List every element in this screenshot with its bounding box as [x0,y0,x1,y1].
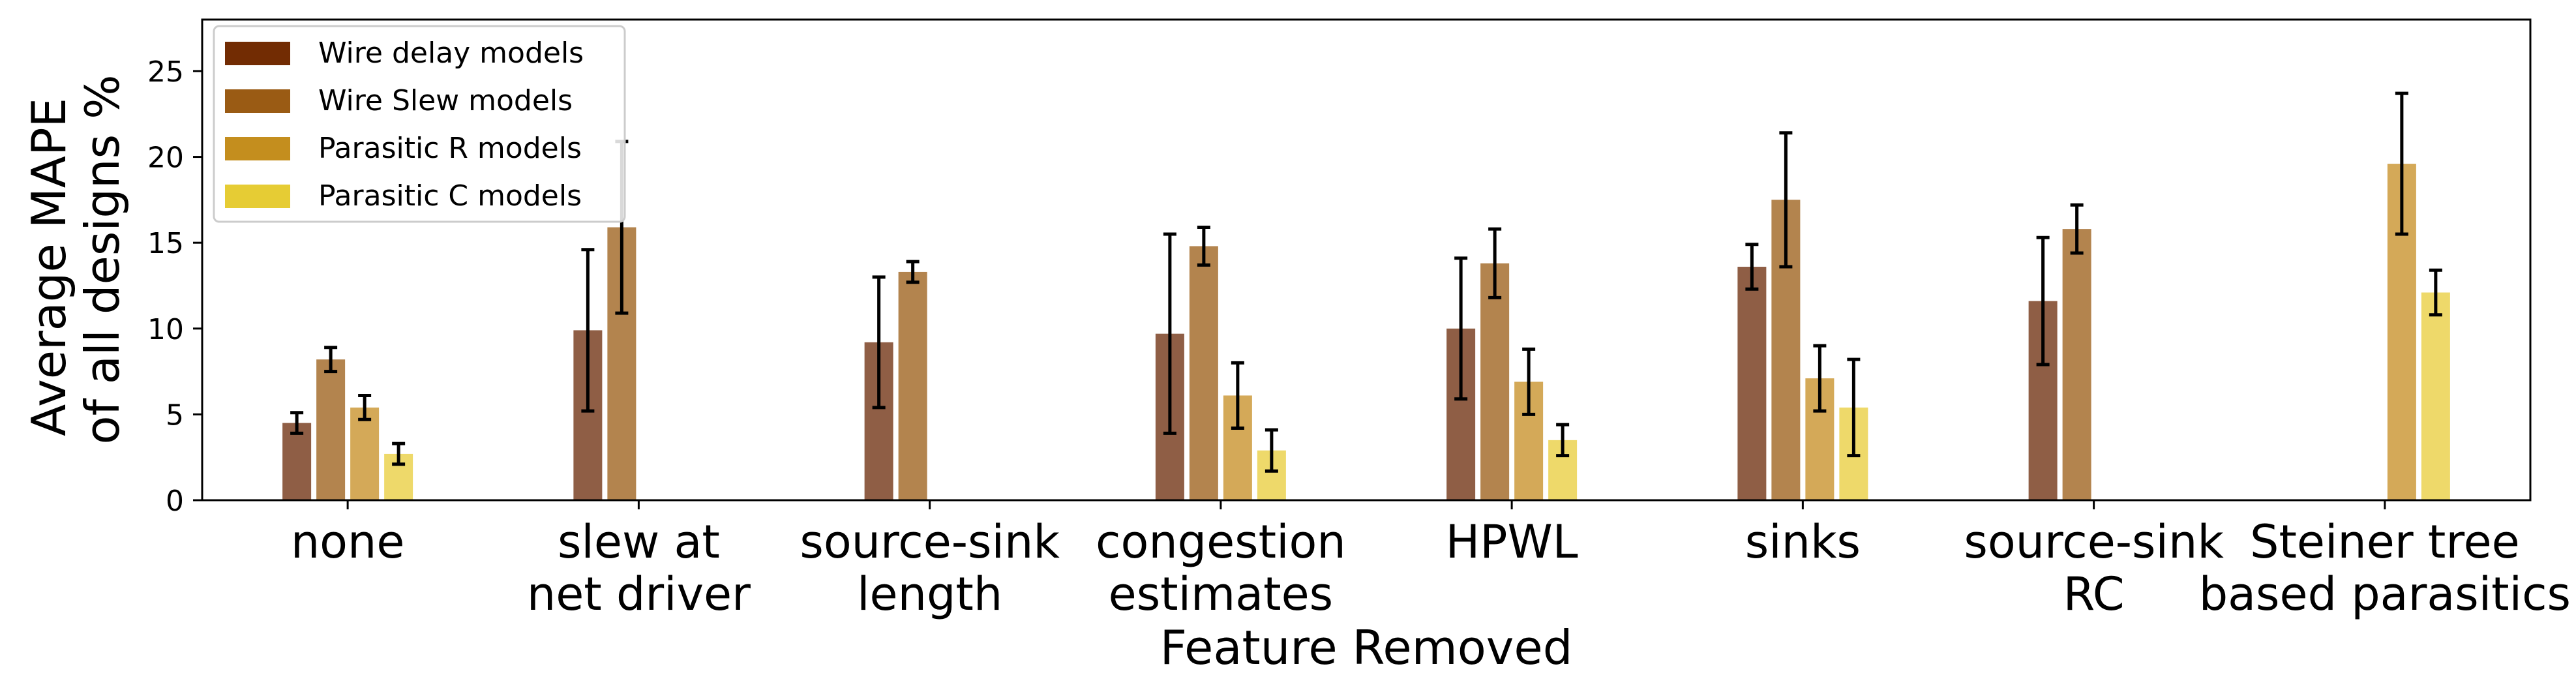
plot-frame [201,18,2532,502]
y-tick-label: 15 [147,227,184,260]
y-axis-label-line-2: of all designs % [75,75,130,445]
y-tick-label: 0 [166,485,184,518]
y-axis-label-line-1: Average MAPE [22,98,76,436]
x-tick-label-line: length [857,567,1002,621]
x-tick-label-line: sinks [1745,515,1861,569]
x-tick-label-line: source-sink [800,515,1060,569]
legend-swatch [225,42,290,65]
bar [2062,229,2091,500]
legend-label: Wire delay models [318,37,584,70]
x-tick-label-line: based parasitics [2199,567,2571,621]
x-tick-label-line: net driver [527,567,751,621]
legend-box [213,25,626,223]
x-tick-label: Steiner tree based parasitics [2199,515,2571,621]
x-tick-label-line: slew at [558,515,720,569]
y-tick-label: 20 [147,142,184,175]
bar [1737,267,1767,500]
x-tick-label-line: congestion [1096,515,1346,569]
error-bars-layer [290,91,2442,473]
legend: Wire delay models Wire Slew models Parasit… [213,25,626,223]
y-tick-label: 10 [147,313,184,346]
legend-label: Parasitic C models [318,179,582,213]
bar [898,271,927,500]
bar [1189,246,1218,500]
x-tick-label: source-sink length [800,515,1060,621]
x-tick-label: source-sink RC [1964,515,2224,621]
x-tick-label: none [291,515,405,569]
x-tick-label-line: source-sink [1964,515,2224,569]
legend-swatch [225,89,290,113]
x-tick-label-line: RC [2063,567,2125,621]
y-axis-label: Average MAPE of all designs % [22,75,130,445]
bar [316,359,346,500]
x-tick-label: sinks [1745,515,1861,569]
bar [1480,263,1510,500]
y-tick-label: 5 [166,398,184,432]
legend-swatch [225,185,290,208]
x-tick-label: slew at net driver [527,515,751,621]
x-tick-label-line: Steiner tree [2250,515,2520,569]
x-tick-label: HPWL [1446,515,1578,569]
y-axis: 0 5 10 15 20 25 [147,55,202,518]
bar [350,407,380,500]
x-axis-label: Feature Removed [1160,620,1573,675]
bar [282,423,312,500]
legend-label: Wire Slew models [318,84,573,117]
x-tick-label-line: estimates [1109,567,1334,621]
x-tick-label-line: HPWL [1446,515,1578,569]
x-tick-label-line: none [291,515,405,569]
legend-label: Parasitic R models [318,132,582,165]
y-tick-label: 25 [147,55,184,89]
x-tick-label: congestion estimates [1096,515,1346,621]
legend-swatch [225,137,290,160]
bar [2421,292,2450,500]
